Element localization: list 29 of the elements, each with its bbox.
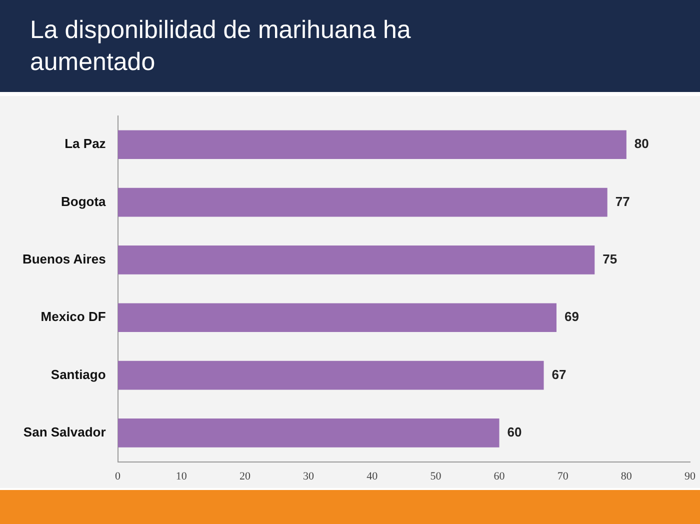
data-label: 75 <box>602 252 618 267</box>
bar <box>118 303 556 332</box>
x-tick-label: 50 <box>430 470 442 482</box>
x-tick-label: 40 <box>366 470 378 482</box>
bar <box>118 360 544 390</box>
x-tick-label: 0 <box>115 470 122 482</box>
bar <box>118 130 626 160</box>
x-tick-label: 30 <box>303 470 315 482</box>
y-tick-label: Santiago <box>50 366 106 382</box>
x-tick-label: 90 <box>684 470 696 482</box>
bar <box>118 188 608 217</box>
x-tick-label: 10 <box>176 470 188 482</box>
y-tick-label: San Salvador <box>23 424 106 440</box>
x-tick-label: 70 <box>557 470 569 482</box>
chart-title: La disponibilidad de marihuana ha aumentado <box>30 15 412 78</box>
y-tick-label: Mexico DF <box>40 309 106 324</box>
x-tick-label: 60 <box>494 470 506 482</box>
data-label: 80 <box>634 136 649 152</box>
bar <box>118 418 500 448</box>
y-tick-label: Bogota <box>61 194 107 209</box>
data-label: 69 <box>564 309 579 324</box>
data-label: 67 <box>552 366 566 382</box>
y-tick-label: Buenos Aires <box>22 252 106 267</box>
data-label: 60 <box>507 424 522 440</box>
bar <box>118 246 595 274</box>
y-tick-label: La Paz <box>64 136 106 152</box>
x-tick-label: 20 <box>239 470 251 482</box>
x-tick-label: 80 <box>620 470 632 482</box>
data-label: 77 <box>615 194 630 209</box>
